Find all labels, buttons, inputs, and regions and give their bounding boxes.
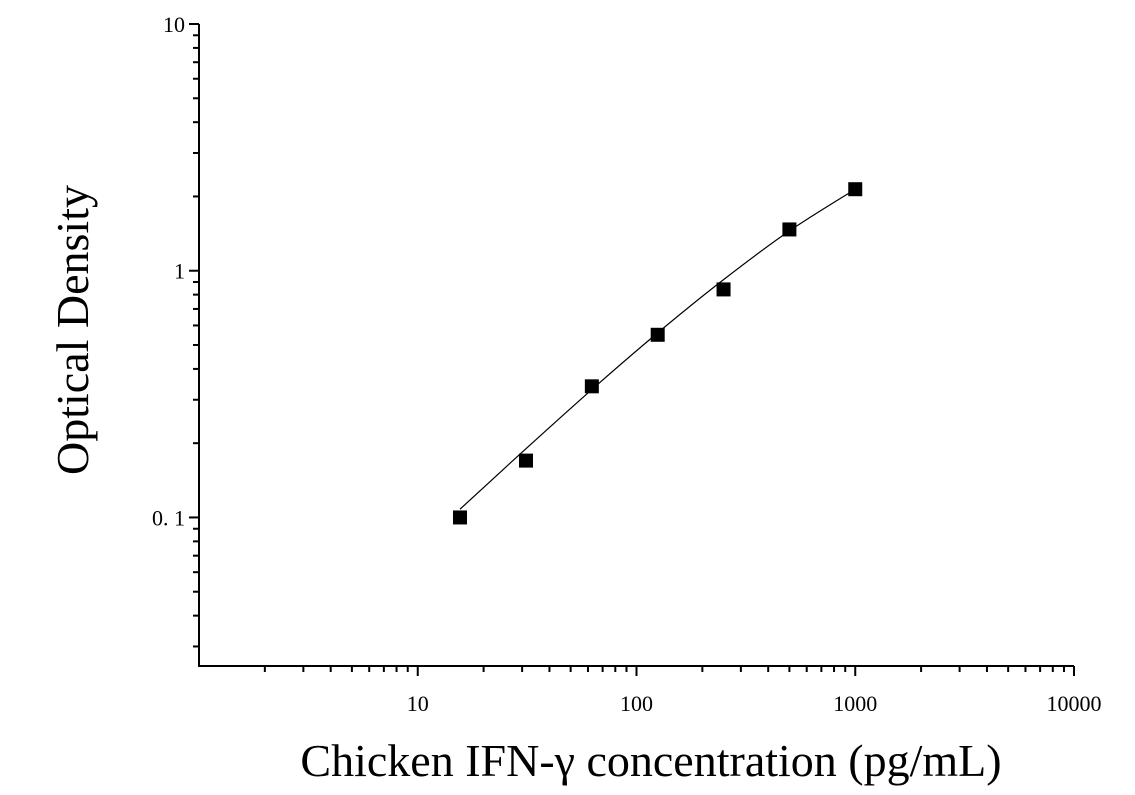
data-point [650, 327, 665, 342]
data-point [716, 282, 731, 297]
x-tick-label: 1000 [833, 691, 877, 716]
data-point [848, 182, 863, 197]
x-tick-label: 100 [620, 691, 653, 716]
tick-labels: 10 100 1000 10000 0. 1 1 10 [152, 12, 1102, 716]
x-tick-label: 10000 [1047, 691, 1102, 716]
y-tick-label: 0. 1 [152, 505, 185, 530]
y-tick-label: 10 [163, 12, 185, 37]
data-point [452, 510, 467, 525]
data-point [518, 453, 533, 468]
data-point [782, 222, 797, 237]
x-axis-title: Chicken IFN-γ concentration (pg/mL) [300, 735, 1001, 786]
data-point [584, 379, 599, 394]
data-points [452, 182, 863, 525]
y-axis-title: Optical Density [47, 185, 98, 475]
y-tick-label: 1 [174, 259, 185, 284]
x-tick-label: 10 [407, 691, 429, 716]
axes [189, 23, 1075, 676]
